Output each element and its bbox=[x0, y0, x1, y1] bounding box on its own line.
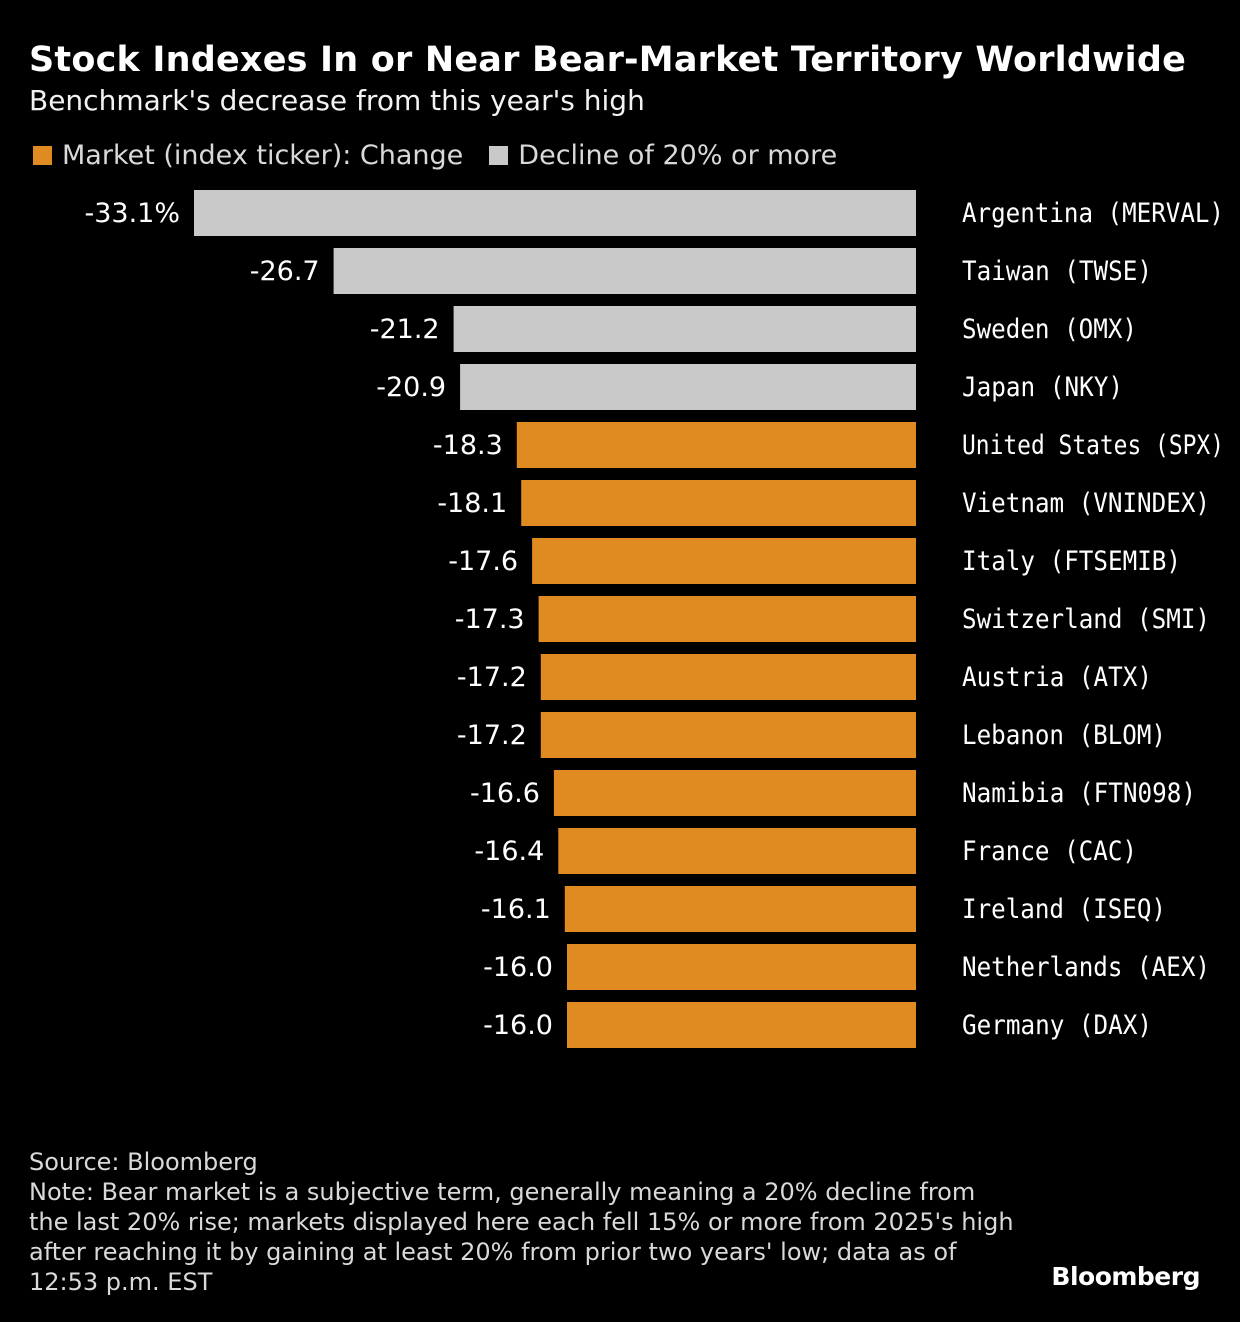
chart-subtitle: Benchmark's decrease from this year's hi… bbox=[29, 84, 645, 117]
bar-2 bbox=[453, 306, 916, 352]
legend-item-market: Market (index ticker): Change bbox=[33, 140, 463, 171]
bloomberg-logo: Bloomberg bbox=[1051, 1262, 1200, 1291]
bar-value-label: -16.0 bbox=[483, 952, 553, 983]
category-label: Switzerland (SMI) bbox=[962, 604, 1210, 635]
legend-label-decline: Decline of 20% or more bbox=[518, 140, 838, 171]
bar-4 bbox=[516, 422, 916, 468]
category-label: Japan (NKY) bbox=[962, 372, 1123, 403]
bar-value-label: -18.1 bbox=[437, 488, 507, 519]
bar-value-label: -17.2 bbox=[457, 720, 527, 751]
category-label: Ireland (ISEQ) bbox=[962, 894, 1166, 925]
legend: Market (index ticker): Change Decline of… bbox=[33, 140, 863, 171]
bar-value-label: -26.7 bbox=[250, 256, 320, 287]
category-label: Sweden (OMX) bbox=[962, 314, 1137, 345]
category-label: Vietnam (VNINDEX) bbox=[962, 488, 1210, 519]
bar-10 bbox=[553, 770, 916, 816]
legend-swatch-orange bbox=[33, 146, 52, 165]
chart-title: Stock Indexes In or Near Bear-Market Ter… bbox=[29, 40, 1187, 80]
category-label: Austria (ATX) bbox=[962, 662, 1152, 693]
category-label: Argentina (MERVAL) bbox=[962, 198, 1224, 229]
bar-7 bbox=[538, 596, 916, 642]
legend-swatch-gray bbox=[489, 146, 509, 165]
bar-3 bbox=[460, 364, 916, 410]
bar-5 bbox=[521, 480, 916, 526]
category-label: Lebanon (BLOM) bbox=[962, 720, 1166, 751]
bar-13 bbox=[567, 944, 916, 990]
bar-value-label: -18.3 bbox=[433, 430, 503, 461]
bar-value-label: -16.6 bbox=[470, 778, 540, 809]
bar-12 bbox=[564, 886, 916, 932]
category-label: Taiwan (TWSE) bbox=[962, 256, 1152, 287]
bar-value-label: -16.0 bbox=[483, 1010, 553, 1041]
legend-item-decline: Decline of 20% or more bbox=[489, 140, 837, 171]
category-label: Italy (FTSEMIB) bbox=[962, 546, 1181, 577]
category-label: Namibia (FTN098) bbox=[962, 778, 1196, 809]
legend-label-market: Market (index ticker): Change bbox=[62, 140, 464, 171]
bar-value-label: -17.6 bbox=[448, 546, 518, 577]
bar-value-label: -20.9 bbox=[376, 372, 446, 403]
bar-value-label: -21.2 bbox=[370, 314, 440, 345]
category-label: Germany (DAX) bbox=[962, 1010, 1152, 1041]
methodology-note: Note: Bear market is a subjective term, … bbox=[29, 1178, 1014, 1296]
bar-value-label: -16.4 bbox=[474, 836, 544, 867]
category-label: Netherlands (AEX) bbox=[962, 952, 1210, 983]
bar-chart: -33.1% Argentina (MERVAL) -26.7 Taiwan (TWS… bbox=[84, 190, 1224, 1048]
bar-6 bbox=[532, 538, 916, 584]
bar-8 bbox=[540, 654, 916, 700]
bar-0 bbox=[194, 190, 916, 236]
bar-11 bbox=[558, 828, 916, 874]
bar-1 bbox=[333, 248, 917, 294]
footer: Source: Bloomberg Note: Bear market is a… bbox=[29, 1147, 1019, 1297]
source-note: Source: Bloomberg bbox=[29, 1148, 258, 1176]
bar-value-label: -33.1% bbox=[84, 198, 180, 229]
category-label: France (CAC) bbox=[962, 836, 1137, 867]
bar-value-label: -17.2 bbox=[457, 662, 527, 693]
bar-value-label: -16.1 bbox=[481, 894, 551, 925]
category-label: United States (SPX) bbox=[962, 430, 1224, 461]
bar-14 bbox=[567, 1002, 916, 1048]
bar-9 bbox=[540, 712, 916, 758]
bar-value-label: -17.3 bbox=[455, 604, 525, 635]
